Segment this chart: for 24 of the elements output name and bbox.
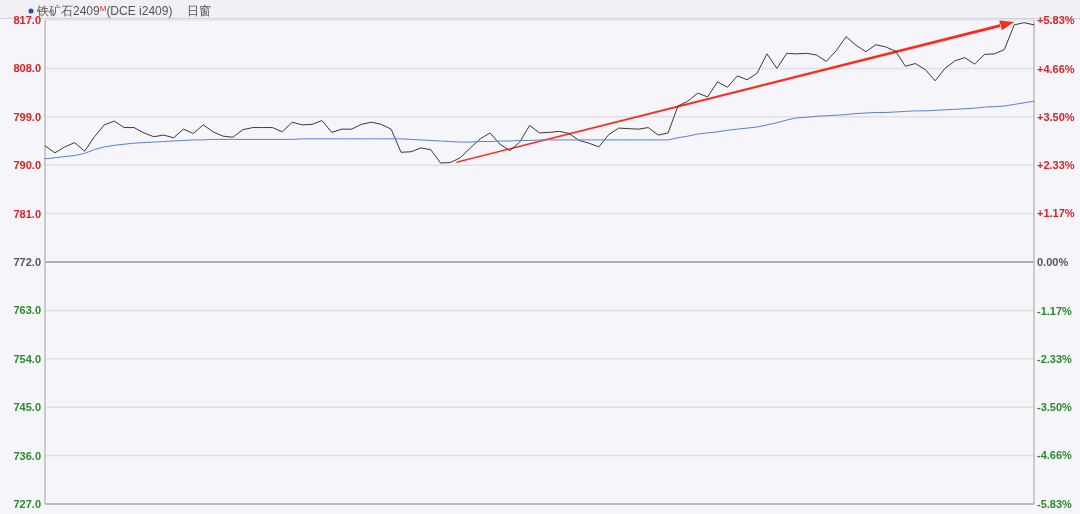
y-tick-label: 745.0 xyxy=(13,401,41,414)
y-tick-label: 772.0 xyxy=(13,256,41,268)
y-tick-label: 808.0 xyxy=(13,62,41,75)
y2-tick-label: -1.17% xyxy=(1037,304,1073,317)
y2-tick-label: +3.50% xyxy=(1037,110,1075,123)
y-tick-label: 736.0 xyxy=(13,449,41,462)
line-series xyxy=(44,100,1035,160)
y2-tick-label: -5.83% xyxy=(1037,498,1073,510)
y-tick-label: 763.0 xyxy=(13,304,41,317)
y-tick-label: 799.0 xyxy=(13,110,41,123)
y2-tick-label: 0.00% xyxy=(1037,256,1069,268)
y2-tick-label: +1.17% xyxy=(1037,207,1075,220)
y2-tick-label: -3.50% xyxy=(1037,401,1073,414)
y-tick-label: 754.0 xyxy=(13,352,41,365)
y2-tick-label: -4.66% xyxy=(1037,449,1073,462)
y2-tick-label: -2.33% xyxy=(1037,352,1073,365)
line-series xyxy=(44,22,1035,164)
chart-subtitle: 日窗 xyxy=(187,4,212,18)
y2-tick-label: +4.66% xyxy=(1037,62,1075,75)
y2-tick-label: +2.33% xyxy=(1037,159,1075,172)
y-tick-label: 790.0 xyxy=(13,159,41,172)
y-tick-label: 727.0 xyxy=(13,498,41,510)
y2-tick-label: +5.83% xyxy=(1037,14,1075,26)
y-tick-label: 781.0 xyxy=(13,207,41,220)
